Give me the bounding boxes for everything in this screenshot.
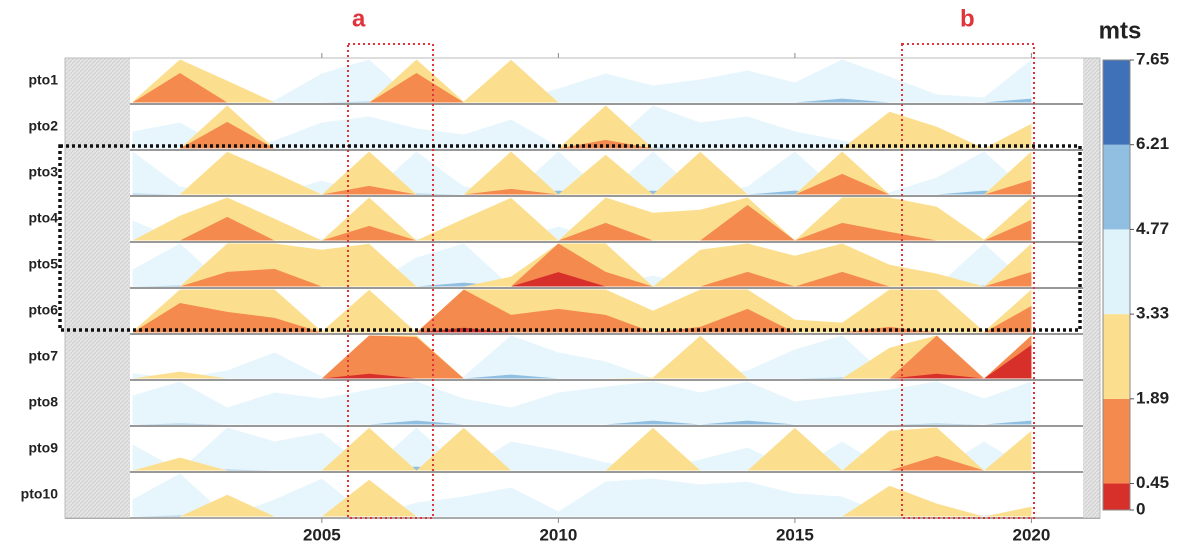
horizon-band — [132, 173, 1032, 195]
legend-swatch — [1103, 144, 1130, 230]
horizon-band — [132, 243, 1032, 287]
legend-label: 3.33 — [1136, 304, 1169, 323]
x-tick-label: 2010 — [539, 525, 577, 544]
highlight-box — [901, 43, 1035, 519]
horizon-band — [132, 59, 1032, 103]
horizon-band — [132, 72, 1032, 103]
legend-title: mts — [1099, 17, 1142, 44]
horizon-band — [132, 204, 1032, 241]
horizon-band — [132, 105, 1032, 149]
row-label: pto7 — [28, 348, 58, 364]
legend-label: 4.77 — [1136, 219, 1169, 238]
row-label: pto2 — [28, 118, 58, 134]
horizon-band — [132, 479, 1032, 517]
horizon-band — [132, 289, 1032, 333]
plot-frame — [64, 57, 1101, 519]
row-label: pto5 — [28, 256, 58, 272]
horizon-band — [132, 335, 1032, 379]
row-label: pto9 — [28, 440, 58, 456]
no-data-region — [1083, 58, 1100, 518]
horizon-band — [132, 105, 1032, 149]
row-label: pto8 — [28, 394, 58, 410]
horizon-band — [132, 151, 1032, 195]
legend-swatch — [1103, 483, 1130, 510]
legend-swatch — [1103, 398, 1130, 484]
horizon-band — [132, 335, 1032, 379]
row-label: pto6 — [28, 302, 58, 318]
legend-label: 0 — [1136, 499, 1145, 518]
row-label: pto1 — [28, 72, 58, 88]
legend-swatch — [1103, 229, 1130, 315]
x-tick-label: 2020 — [1012, 525, 1050, 544]
horizon-band — [132, 427, 1032, 471]
horizon-band — [132, 151, 1032, 195]
horizon-band — [132, 98, 1032, 103]
highlight-box — [58, 144, 1082, 332]
legend-frame — [1102, 59, 1131, 511]
no-data-region — [65, 58, 130, 518]
horizon-band — [132, 473, 1032, 517]
horizon-band — [132, 381, 1032, 425]
annotation: a — [352, 5, 366, 32]
row-label: pto3 — [28, 164, 58, 180]
horizon-band — [132, 59, 1032, 103]
horizon-band — [132, 420, 1032, 425]
x-tick-label: 2015 — [776, 525, 814, 544]
horizon-band — [132, 427, 1032, 471]
legend-label: 6.21 — [1136, 134, 1169, 153]
legend-swatch — [1103, 314, 1130, 399]
legend-label: 0.45 — [1136, 473, 1169, 492]
horizon-band — [132, 272, 1032, 287]
x-tick-label: 2005 — [303, 525, 341, 544]
row-label: pto10 — [21, 486, 59, 502]
horizon-band — [132, 289, 1032, 333]
horizon-band — [132, 455, 1032, 471]
highlight-box — [347, 43, 434, 519]
legend-label: 7.65 — [1136, 49, 1169, 68]
row-label: pto4 — [28, 210, 58, 226]
legend-label: 1.89 — [1136, 388, 1169, 407]
legend-swatch — [1103, 60, 1130, 145]
annotation: b — [960, 5, 975, 32]
horizon-band — [132, 345, 1032, 379]
